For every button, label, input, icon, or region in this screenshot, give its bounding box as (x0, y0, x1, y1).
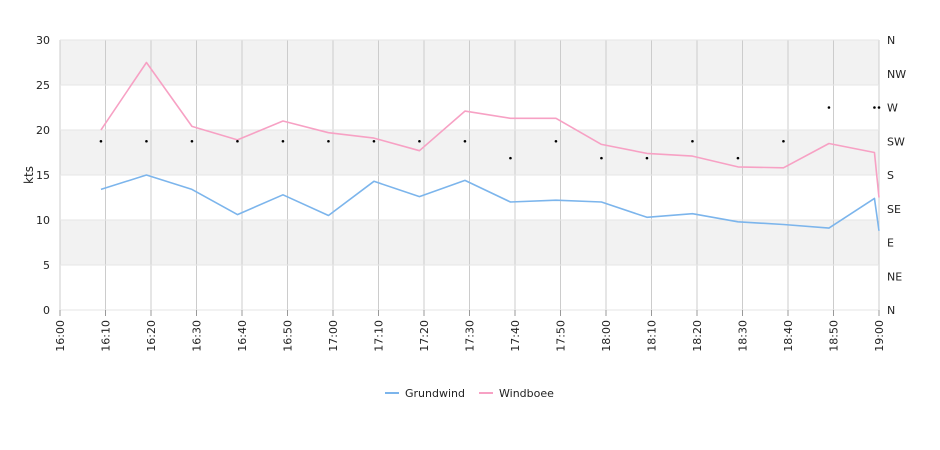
direction-tick-label: N (887, 304, 895, 317)
series-line-grundwind (100, 174, 880, 231)
y-tick-label: 10 (36, 214, 50, 227)
direction-point (281, 139, 285, 143)
direction-point (554, 139, 558, 143)
x-tick-label: 16:10 (100, 320, 113, 352)
x-tick-label: 17:10 (373, 320, 386, 352)
x-axis-ticks: 16:00 16:10 16:20 16:30 16:40 16:50 17:00 17:10… (54, 310, 886, 352)
x-tick-label: 18:50 (828, 320, 841, 352)
direction-tick-label: SW (887, 135, 905, 148)
direction-point (782, 139, 785, 143)
y-tick-label: 15 (36, 169, 50, 182)
y-tick-label: 25 (36, 79, 50, 92)
x-tick-label: 18:10 (646, 320, 659, 352)
direction-tick-label: W (887, 102, 898, 115)
y-axis-ticks: 0 5 10 15 20 25 30 (36, 34, 50, 317)
x-tick-label: 17:20 (418, 320, 431, 352)
x-tick-label: 18:20 (691, 320, 704, 352)
direction-point (236, 139, 239, 143)
direction-tick-label: N (887, 34, 895, 47)
direction-point (645, 156, 649, 160)
direction-tick-label: S (887, 169, 894, 182)
direction-tick-label: E (887, 237, 894, 250)
y-tick-label: 0 (43, 304, 50, 317)
x-tick-label: 18:40 (782, 320, 795, 352)
direction-tick-label: NW (887, 68, 906, 81)
direction-point (145, 139, 148, 143)
direction-point (877, 106, 881, 109)
x-tick-label: 16:40 (236, 320, 249, 352)
direction-point (327, 139, 330, 143)
series-line-windboee (100, 61, 880, 198)
y-axis-label: kts (22, 166, 36, 184)
x-tick-label: 16:00 (54, 320, 67, 352)
direction-point (463, 139, 467, 143)
x-tick-label: 16:20 (145, 320, 158, 352)
direction-point (99, 139, 103, 143)
x-tick-label: 16:30 (191, 320, 204, 352)
legend-label[interactable]: Grundwind (405, 387, 465, 400)
direction-point (190, 139, 194, 143)
y-tick-label: 30 (36, 34, 50, 47)
direction-point (600, 156, 603, 160)
direction-point (736, 156, 740, 160)
x-tick-label: 18:00 (600, 320, 613, 352)
x-tick-label: 16:50 (282, 320, 295, 352)
legend-label[interactable]: Windboee (499, 387, 554, 400)
y-tick-label: 20 (36, 124, 50, 137)
series-layer (100, 61, 880, 231)
direction-tick-label: NE (887, 270, 902, 283)
y-tick-label: 5 (43, 259, 50, 272)
direction-axis-ticks: N NE E SE S SW W NW N (887, 34, 906, 317)
direction-point (691, 139, 694, 143)
x-tick-label: 17:40 (509, 320, 522, 352)
direction-point (372, 139, 376, 143)
x-tick-label: 17:30 (464, 320, 477, 352)
legend: Grundwind Windboee (385, 387, 554, 400)
direction-tick-label: SE (887, 203, 901, 216)
direction-point (827, 106, 831, 109)
x-tick-label: 18:30 (737, 320, 750, 352)
x-tick-label: 17:00 (327, 320, 340, 352)
x-tick-label: 19:00 (873, 320, 886, 352)
direction-point (873, 106, 876, 109)
direction-point (509, 156, 512, 160)
direction-markers (99, 106, 881, 160)
x-tick-label: 17:50 (555, 320, 568, 352)
direction-point (418, 139, 421, 143)
